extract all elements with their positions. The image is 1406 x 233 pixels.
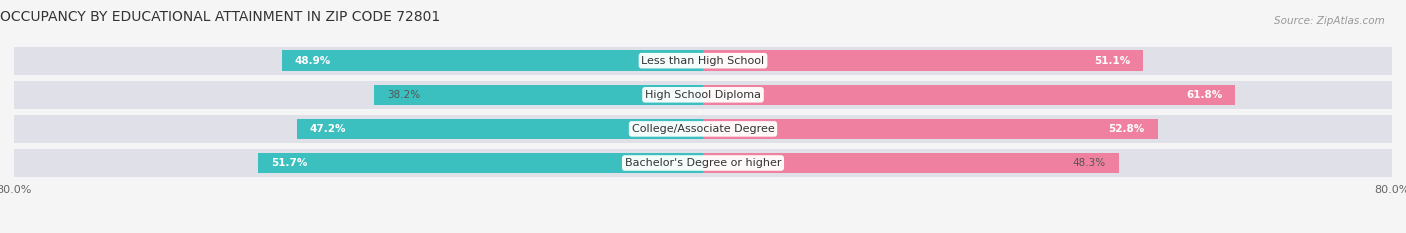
Bar	[374, 85, 703, 105]
Text: 47.2%: 47.2%	[309, 124, 346, 134]
Bar	[257, 153, 703, 173]
Text: College/Associate Degree: College/Associate Degree	[631, 124, 775, 134]
Text: 51.7%: 51.7%	[271, 158, 307, 168]
Text: 38.2%: 38.2%	[387, 90, 420, 100]
Text: Source: ZipAtlas.com: Source: ZipAtlas.com	[1274, 16, 1385, 26]
Bar	[14, 115, 1392, 143]
Bar	[703, 85, 1236, 105]
Bar	[703, 51, 1143, 71]
Bar	[297, 119, 703, 139]
Bar	[703, 153, 1119, 173]
Text: OCCUPANCY BY EDUCATIONAL ATTAINMENT IN ZIP CODE 72801: OCCUPANCY BY EDUCATIONAL ATTAINMENT IN Z…	[0, 10, 440, 24]
Text: High School Diploma: High School Diploma	[645, 90, 761, 100]
Text: Less than High School: Less than High School	[641, 56, 765, 66]
Bar	[703, 119, 1157, 139]
Bar	[14, 149, 1392, 177]
Bar	[281, 51, 703, 71]
Legend: Owner-occupied, Renter-occupied: Owner-occupied, Renter-occupied	[576, 230, 830, 233]
Bar	[14, 81, 1392, 109]
Bar	[14, 47, 1392, 75]
Text: 48.9%: 48.9%	[295, 56, 330, 66]
Text: 48.3%: 48.3%	[1073, 158, 1107, 168]
Text: 61.8%: 61.8%	[1187, 90, 1222, 100]
Text: 52.8%: 52.8%	[1108, 124, 1144, 134]
Text: Bachelor's Degree or higher: Bachelor's Degree or higher	[624, 158, 782, 168]
Text: 51.1%: 51.1%	[1094, 56, 1130, 66]
